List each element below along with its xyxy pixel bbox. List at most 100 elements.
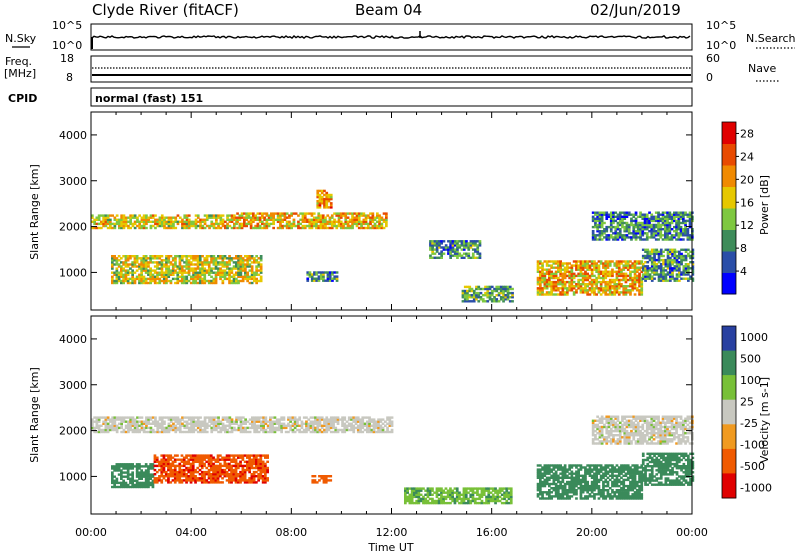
heatmap-cell xyxy=(641,215,645,218)
heatmap-cell xyxy=(185,222,189,226)
heatmap-cell xyxy=(640,287,644,290)
heatmap-cell xyxy=(568,280,571,284)
heatmap-cell xyxy=(604,283,608,286)
heatmap-cell xyxy=(120,216,123,219)
heatmap-cell xyxy=(113,263,116,266)
heatmap-cell xyxy=(259,259,263,262)
heatmap-cell xyxy=(600,232,604,235)
heatmap-cell xyxy=(214,273,218,276)
heatmap-cell xyxy=(404,499,407,503)
heatmap-cell xyxy=(303,226,307,230)
heatmap-cell xyxy=(354,420,358,423)
heatmap-cell xyxy=(113,475,116,478)
heatmap-cell xyxy=(187,226,191,230)
heatmap-cell xyxy=(287,418,290,421)
heatmap-cell xyxy=(187,479,191,482)
heatmap-cell xyxy=(106,216,110,219)
heatmap-cell xyxy=(106,426,110,430)
heatmap-cell xyxy=(371,214,375,217)
heatmap-cell xyxy=(164,460,168,463)
heatmap-cell xyxy=(198,271,202,274)
heatmap-cell xyxy=(270,216,273,219)
heatmap-cell xyxy=(444,244,448,247)
heatmap-cell xyxy=(239,475,242,478)
heatmap-cell xyxy=(570,266,574,269)
heatmap-cell xyxy=(691,277,695,280)
heatmap-cell xyxy=(246,257,249,260)
heatmap-cell xyxy=(199,428,202,432)
heatmap-cell xyxy=(593,289,596,292)
heatmap-cell xyxy=(142,261,146,264)
heatmap-cell xyxy=(462,495,466,499)
heatmap-cell xyxy=(463,296,467,299)
heatmap-cell xyxy=(158,430,162,434)
heatmap-cell xyxy=(216,477,220,480)
heatmap-cell xyxy=(478,501,482,505)
heatmap-cell xyxy=(480,499,484,503)
heatmap-cell xyxy=(343,418,347,421)
heatmap-cell xyxy=(666,250,670,253)
heatmap-cell xyxy=(458,491,461,494)
heatmap-cell xyxy=(207,261,211,264)
heatmap-cell xyxy=(104,220,108,223)
heatmap-cell xyxy=(160,426,164,430)
heatmap-cell xyxy=(237,462,240,466)
heatmap-cell xyxy=(102,220,105,223)
heatmap-cell xyxy=(415,499,418,503)
heatmap-cell xyxy=(596,225,599,229)
heatmap-cell xyxy=(131,216,135,219)
heatmap-cell xyxy=(259,464,263,468)
heatmap-cell xyxy=(408,499,412,503)
heatmap-cell xyxy=(579,272,583,275)
heatmap-cell xyxy=(462,493,466,496)
heatmap-cell xyxy=(437,489,441,492)
heatmap-cell xyxy=(461,294,465,297)
heatmap-cell xyxy=(669,261,672,264)
heatmap-cell xyxy=(196,255,200,258)
heatmap-cell xyxy=(566,291,569,294)
heatmap-cell xyxy=(290,224,293,228)
heatmap-cell xyxy=(200,473,204,476)
heatmap-cell xyxy=(122,214,126,217)
heatmap-cell xyxy=(124,481,128,485)
heatmap-cell xyxy=(652,228,656,231)
heatmap-cell xyxy=(183,271,186,274)
heatmap-cell xyxy=(539,280,542,284)
heatmap-cell xyxy=(301,218,305,221)
heatmap-cell xyxy=(449,487,452,490)
heatmap-cell xyxy=(502,289,505,293)
heatmap-cell xyxy=(326,214,330,217)
heatmap-cell xyxy=(237,279,240,283)
heatmap-cell xyxy=(215,222,218,226)
heatmap-cell xyxy=(664,258,668,262)
heatmap-cell xyxy=(561,289,565,292)
heatmap-cell xyxy=(339,216,343,219)
heatmap-cell xyxy=(316,195,320,199)
heatmap-cell xyxy=(185,473,188,476)
heatmap-cell xyxy=(160,222,164,226)
heatmap-cell xyxy=(328,271,332,274)
heatmap-cell xyxy=(615,289,619,292)
heatmap-cell xyxy=(115,477,119,480)
heatmap-cell xyxy=(138,226,141,230)
heatmap-cell xyxy=(506,298,510,301)
heatmap-cell xyxy=(266,466,269,470)
heatmap-cell xyxy=(178,269,182,272)
heatmap-cell xyxy=(351,220,354,223)
heatmap-cell xyxy=(138,275,141,278)
heatmap-cell xyxy=(199,226,202,230)
heatmap-cell xyxy=(308,212,312,215)
heatmap-cell xyxy=(192,273,195,276)
heatmap-cell xyxy=(541,291,544,294)
heatmap-cell xyxy=(208,418,211,421)
heatmap-cell xyxy=(449,489,452,492)
heatmap-cell xyxy=(115,261,119,264)
heatmap-cell xyxy=(203,271,207,274)
heatmap-cell xyxy=(453,244,457,247)
heatmap-cell xyxy=(248,259,252,262)
heatmap-cell xyxy=(127,420,130,423)
heatmap-cell xyxy=(273,422,277,425)
heatmap-cell xyxy=(657,261,661,264)
heatmap-cell xyxy=(210,420,214,423)
heatmap-cell xyxy=(675,261,679,264)
